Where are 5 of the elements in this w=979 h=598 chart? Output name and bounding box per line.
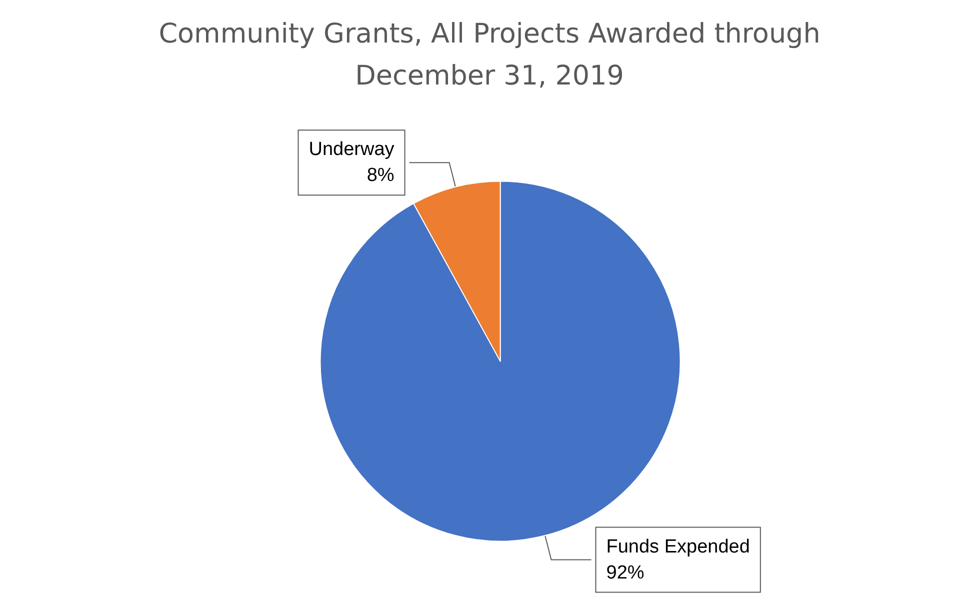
chart-title: Community Grants, All Projects Awarded through December 31, 2019: [158, 18, 820, 92]
data-label: 8%: [366, 165, 394, 186]
data-label: 92%: [606, 562, 644, 584]
slice-label: Funds Expended: [606, 536, 750, 558]
slice-label: Underway: [308, 139, 395, 160]
